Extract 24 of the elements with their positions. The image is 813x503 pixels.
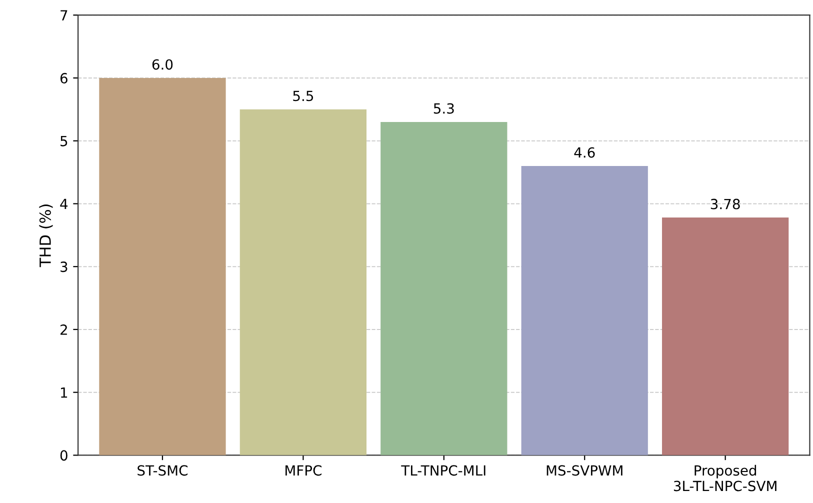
y-tick-label: 6 <box>60 72 68 84</box>
data-label: 5.5 <box>293 90 314 102</box>
y-tick-label: 0 <box>60 450 68 461</box>
y-axis-title: THD (%) <box>39 204 53 268</box>
x-tick-label: MFPC <box>286 465 322 476</box>
bar <box>240 109 367 456</box>
data-label: 6.0 <box>152 59 173 70</box>
y-tick-label: 2 <box>60 324 67 335</box>
y-tick-label: 7 <box>60 10 68 20</box>
data-label: 4.6 <box>574 147 595 158</box>
data-label: 3.78 <box>710 198 740 210</box>
y-tick-label: 1 <box>61 387 68 398</box>
y-tick-label: 5 <box>60 136 68 146</box>
data-label: 5.3 <box>434 103 454 114</box>
x-tick-label: MS-SVPWM <box>546 465 622 476</box>
bar <box>521 166 648 456</box>
bar <box>662 218 789 456</box>
y-tick-label: 4 <box>60 198 68 209</box>
bar <box>99 78 226 456</box>
y-tick-label: 3 <box>60 262 68 272</box>
bar <box>380 122 508 456</box>
x-tick-label: Proposed 3L-TL-NPC-SVM <box>674 464 776 492</box>
x-tick-label: ST-SMC <box>138 465 188 476</box>
x-tick-label: TL-TNPC-MLI <box>401 465 486 476</box>
